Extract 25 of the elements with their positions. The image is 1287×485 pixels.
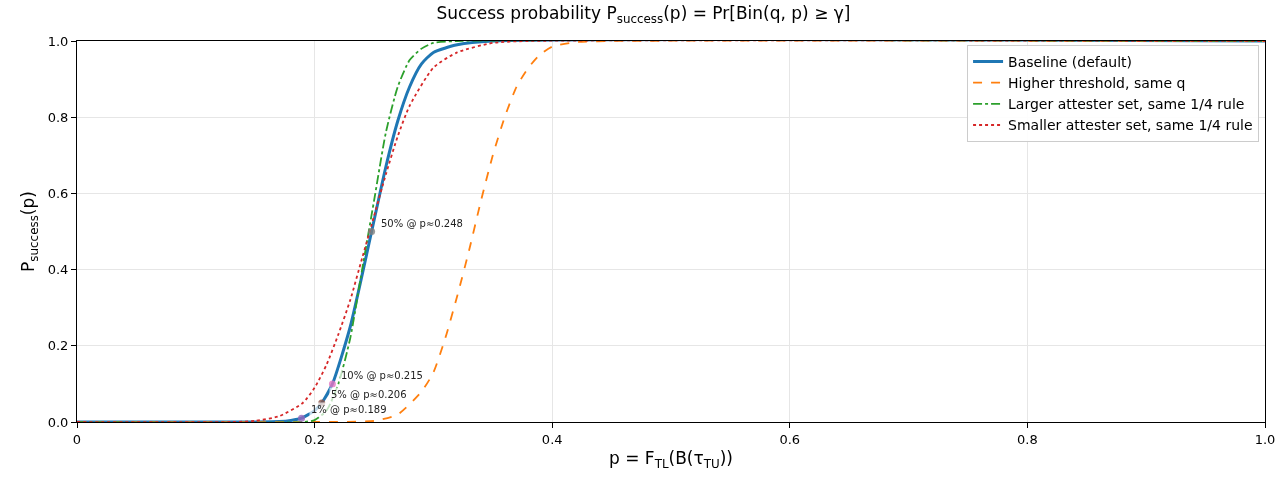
x-tick-label: 0.2	[304, 431, 325, 447]
x-tick-label: 0	[72, 431, 82, 447]
x-tick-label: 0.4	[541, 431, 563, 447]
chart-title: Success probability P$_{success}$(p) = Pr[Bin(q, p) ≥ γ]	[436, 3, 851, 26]
y-tick-label: 0.6	[47, 185, 69, 201]
legend-label: Higher threshold, same q	[1008, 75, 1186, 92]
annotation: 1% @ p≈0.189	[311, 404, 387, 415]
x-tick-label: 1.0	[1254, 431, 1276, 447]
annotation: 5% @ p≈0.206	[331, 389, 407, 400]
annotation: 10% @ p≈0.215	[341, 370, 423, 381]
point	[328, 380, 336, 388]
x-axis-title: p = F$_{TL}$(B(τ$_{TU}$))	[609, 448, 733, 471]
annotation: 50% @ p≈0.248	[381, 218, 463, 229]
y-tick-label: 0.0	[47, 414, 69, 430]
y-tick-label: 0.4	[47, 262, 69, 278]
y-tick-label: 0.8	[47, 109, 69, 125]
legend-label: Baseline (default)	[1008, 53, 1133, 70]
y-tick-label: 0.2	[47, 338, 69, 354]
point	[298, 414, 306, 422]
legend-label: Larger attester set, same 1/4 rule	[1008, 96, 1245, 113]
point	[368, 228, 376, 235]
x-tick-label: 0.6	[779, 431, 801, 447]
legend-label: Smaller attester set, same 1/4 rule	[1008, 117, 1253, 134]
x-tick-label: 0.8	[1017, 431, 1038, 447]
y-tick-label: 1.0	[47, 33, 69, 49]
